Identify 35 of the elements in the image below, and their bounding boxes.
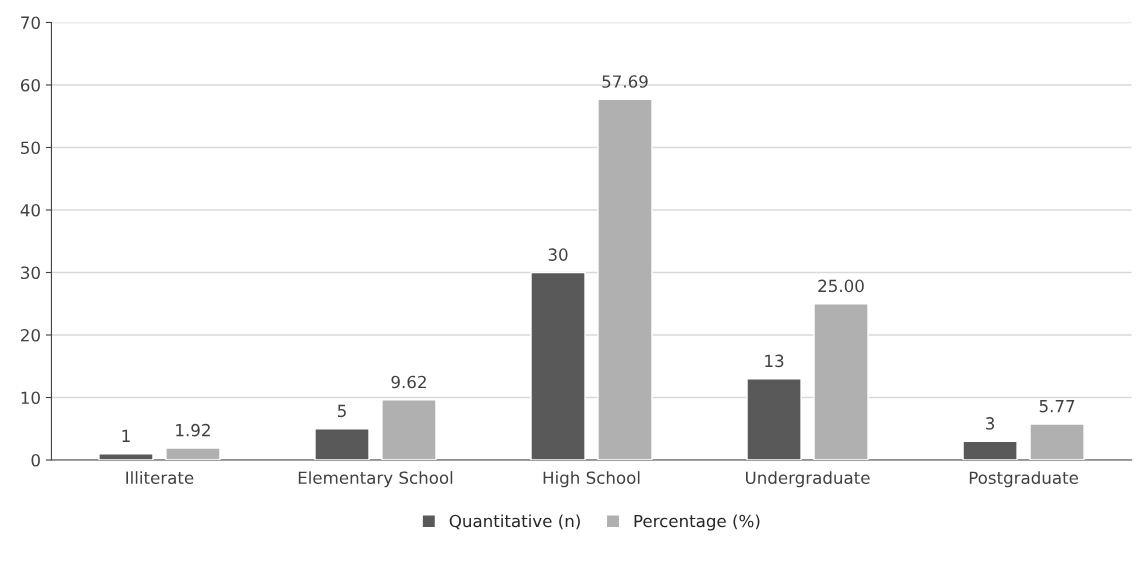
- bar: [165, 447, 221, 461]
- bar: [381, 399, 437, 461]
- bar: [746, 378, 802, 461]
- bar: [530, 271, 586, 461]
- y-tick-label: 0: [31, 453, 40, 467]
- data-label: 9.62: [391, 375, 426, 389]
- x-tick-label: Undergraduate: [746, 471, 870, 488]
- x-tick-label: Elementary School: [298, 471, 453, 488]
- data-label: 25.00: [818, 279, 864, 293]
- bar: [962, 440, 1018, 461]
- data-label: 57.69: [602, 75, 648, 88]
- data-label: 5: [337, 404, 346, 418]
- data-label: 1.92: [176, 423, 210, 437]
- bar: [98, 453, 154, 461]
- x-tick-label: High School: [543, 471, 640, 488]
- x-tick-label: Illiterate: [126, 471, 194, 485]
- bar: [1029, 423, 1085, 461]
- data-label: 30: [548, 248, 568, 261]
- bar: [597, 98, 653, 461]
- y-tick-label: 70: [21, 16, 40, 30]
- x-tick-label: Postgraduate: [969, 471, 1078, 488]
- y-tick-label: 60: [20, 78, 40, 92]
- y-tick-label: 20: [21, 328, 40, 342]
- data-label: 5.77: [1039, 400, 1075, 413]
- bar: [813, 303, 869, 461]
- data-label: 3: [986, 417, 995, 430]
- y-tick-label: 40: [20, 203, 40, 217]
- legend-label: Quantitative (n): [449, 514, 580, 530]
- data-label: 1: [122, 429, 130, 442]
- bar: [314, 428, 370, 461]
- data-label: 13: [765, 354, 784, 368]
- legend-label: Percentage (%): [634, 514, 760, 531]
- y-tick-label: 10: [21, 391, 40, 405]
- y-tick-label: 30: [21, 266, 40, 280]
- y-tick-label: 50: [21, 141, 40, 155]
